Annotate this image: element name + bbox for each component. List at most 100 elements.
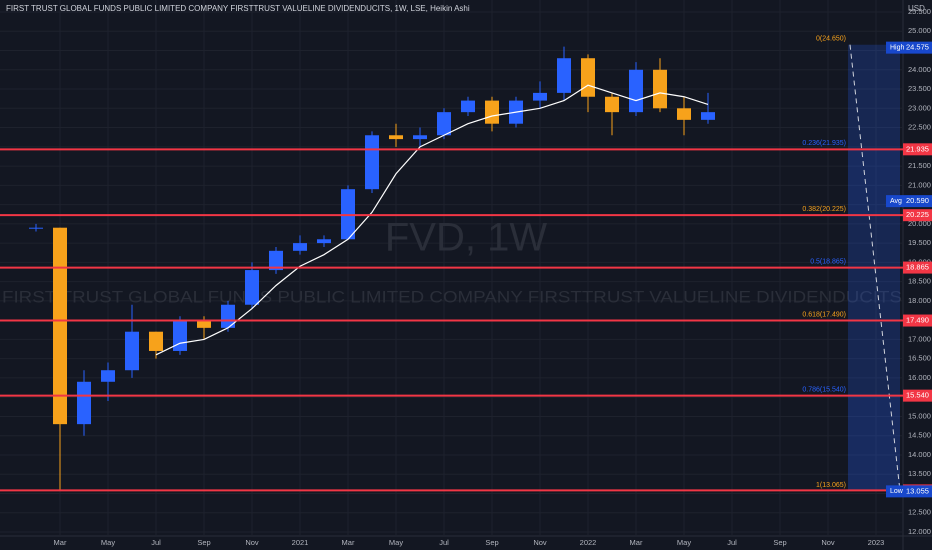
fib-label: 0(24.650) xyxy=(816,36,846,43)
chart-title: FIRST TRUST GLOBAL FUNDS PUBLIC LIMITED … xyxy=(6,4,470,13)
marker-name: High xyxy=(890,44,905,51)
x-tick-label: Sep xyxy=(773,538,786,547)
y-tick-label: 20.000 xyxy=(908,219,931,228)
y-tick-label: 13.500 xyxy=(908,469,931,478)
y-tick-label: 25.000 xyxy=(908,26,931,35)
fib-label: 0.786(15.540) xyxy=(802,386,846,393)
y-tick-label: 16.500 xyxy=(908,354,931,363)
fib-zone xyxy=(848,320,900,396)
candle-body xyxy=(605,96,619,113)
currency: USD xyxy=(908,4,925,13)
x-tick-label: Mar xyxy=(54,538,67,547)
price-label-box xyxy=(903,143,932,156)
price-label: 17.490 xyxy=(906,316,929,325)
fib-zone xyxy=(848,44,900,150)
price-label: 18.865 xyxy=(906,263,929,272)
candle-body xyxy=(533,92,547,101)
price-label: 15.540 xyxy=(906,391,929,400)
x-tick-label: Mar xyxy=(342,538,355,547)
x-tick-label: Mar xyxy=(630,538,643,547)
price-label: 20.225 xyxy=(906,210,929,219)
price-label: 21.935 xyxy=(906,144,929,153)
marker-name: Low xyxy=(890,488,904,495)
y-tick-label: 23.500 xyxy=(908,84,931,93)
x-tick-label: 2023 xyxy=(868,538,885,547)
marker-value: 24.575 xyxy=(906,43,929,52)
x-tick-label: 2022 xyxy=(580,538,597,547)
fib-zone xyxy=(848,395,900,491)
marker-name: Avg xyxy=(890,198,902,205)
fib-zone xyxy=(848,215,900,268)
candle-body xyxy=(389,135,403,140)
fib-label: 0.382(20.225) xyxy=(802,206,846,213)
candle-body xyxy=(413,135,427,140)
price-label-box xyxy=(903,389,932,402)
y-tick-label: 21.000 xyxy=(908,180,931,189)
projection-line xyxy=(849,44,901,492)
candle-body xyxy=(197,320,211,328)
y-tick-label: 19.500 xyxy=(908,238,931,247)
watermark-symbol: FVD, 1W xyxy=(385,216,547,260)
candle-body xyxy=(293,243,307,251)
candle-body xyxy=(29,227,43,229)
y-tick-label: 14.500 xyxy=(908,431,931,440)
candle-body xyxy=(701,112,715,120)
x-tick-label: Jul xyxy=(151,538,161,547)
candle-body xyxy=(53,227,67,425)
y-tick-label: 15.000 xyxy=(908,411,931,420)
x-tick-label: Sep xyxy=(485,538,498,547)
candle-body xyxy=(461,100,475,113)
y-tick-label: 21.500 xyxy=(908,161,931,170)
y-tick-label: 16.000 xyxy=(908,373,931,382)
x-tick-label: Jul xyxy=(439,538,449,547)
fib-label: 0.236(21.935) xyxy=(802,140,846,147)
candle-body xyxy=(149,331,163,351)
x-tick-label: May xyxy=(677,538,691,547)
candle-body xyxy=(677,108,691,120)
watermark-name: FIRST TRUST GLOBAL FUNDS PUBLIC LIMITED … xyxy=(2,287,902,306)
candle-body xyxy=(365,135,379,190)
candle-body xyxy=(485,100,499,124)
candle-body xyxy=(581,58,595,97)
x-tick-label: May xyxy=(101,538,115,547)
candle-body xyxy=(245,270,259,305)
y-tick-label: 22.500 xyxy=(908,123,931,132)
x-tick-label: 2021 xyxy=(292,538,309,547)
marker-value: 13.055 xyxy=(906,486,929,495)
candle-body xyxy=(221,304,235,328)
price-label-box xyxy=(903,261,932,274)
marker-box xyxy=(886,485,932,498)
x-tick-label: Nov xyxy=(821,538,835,547)
y-tick-label: 12.500 xyxy=(908,508,931,517)
candle-body xyxy=(629,69,643,113)
x-tick-label: Nov xyxy=(533,538,547,547)
y-tick-label: 25.500 xyxy=(908,7,931,16)
fib-zone xyxy=(848,267,900,321)
marker-value: 20.590 xyxy=(906,196,929,205)
moving-average xyxy=(155,84,709,356)
x-tick-label: Nov xyxy=(245,538,259,547)
candle-body xyxy=(653,69,667,109)
fib-label: 0.5(18.865) xyxy=(810,258,846,265)
x-tick-label: Sep xyxy=(197,538,210,547)
x-tick-label: Jul xyxy=(727,538,737,547)
price-label-box xyxy=(903,209,932,222)
candle-body xyxy=(557,58,571,93)
y-tick-label: 18.000 xyxy=(908,296,931,305)
candle-body xyxy=(437,112,451,136)
candle-body xyxy=(125,331,139,371)
y-tick-label: 24.000 xyxy=(908,65,931,74)
y-tick-label: 14.000 xyxy=(908,450,931,459)
candle-body xyxy=(269,250,283,271)
fib-label: 0.618(17.490) xyxy=(802,311,846,318)
y-tick-label: 23.000 xyxy=(908,103,931,112)
candle-body xyxy=(101,370,115,382)
candle-body xyxy=(77,381,91,425)
price-label-box xyxy=(903,314,932,327)
marker-box xyxy=(886,195,932,208)
y-tick-label: 12.000 xyxy=(908,527,931,536)
candle-body xyxy=(317,239,331,244)
y-tick-label: 17.000 xyxy=(908,334,931,343)
